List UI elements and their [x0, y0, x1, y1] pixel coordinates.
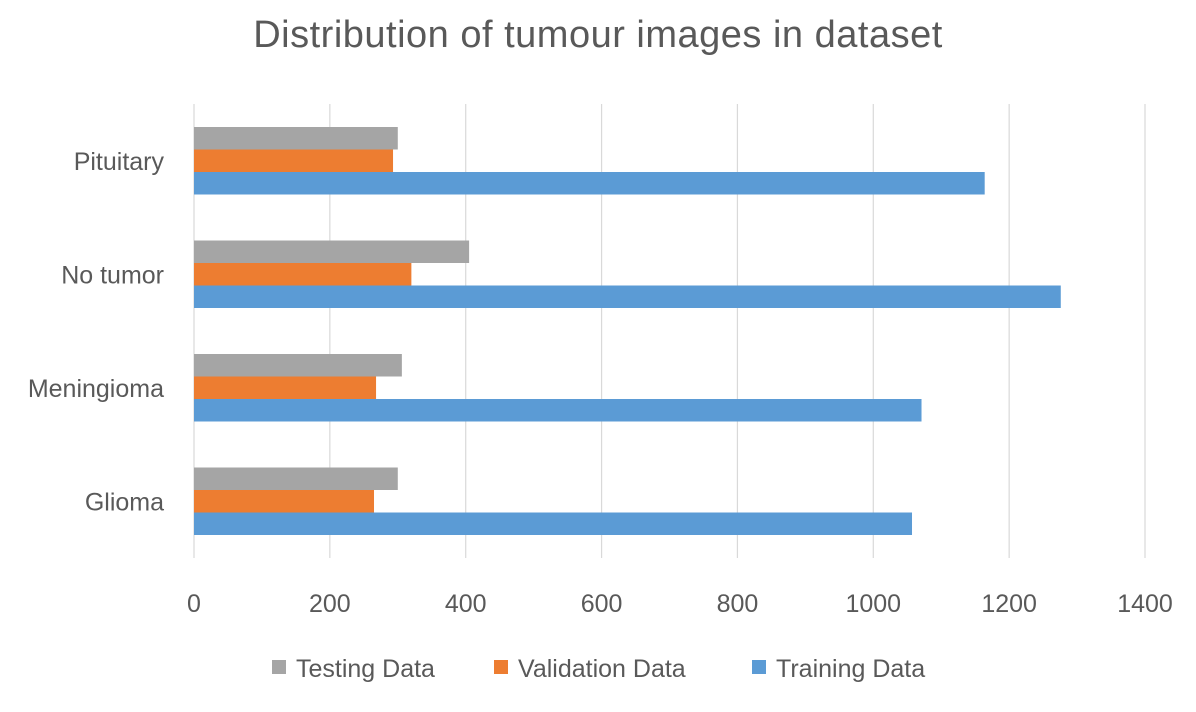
bar-validation-data [194, 149, 394, 172]
bar-training-data [194, 285, 1061, 308]
x-tick-label: 200 [309, 590, 351, 618]
y-category-label: No tumor [61, 261, 164, 289]
legend-label: Testing Data [296, 655, 435, 683]
y-category-label: Pituitary [74, 148, 165, 176]
x-tick-label: 1000 [845, 590, 901, 618]
x-tick-label: 800 [717, 590, 759, 618]
bar-training-data [194, 172, 985, 195]
y-category-label: Meningioma [28, 375, 164, 403]
bar-validation-data [194, 490, 375, 513]
legend-swatch [272, 660, 286, 674]
bar-testing-data [194, 127, 398, 150]
bar-training-data [194, 512, 913, 535]
legend-swatch [494, 660, 508, 674]
legend-label: Training Data [776, 655, 925, 683]
y-category-label: Glioma [85, 488, 164, 516]
x-tick-label: 1200 [981, 590, 1037, 618]
legend-label: Validation Data [518, 655, 686, 683]
x-tick-label: 600 [581, 590, 623, 618]
bar-validation-data [194, 263, 412, 286]
bar-testing-data [194, 467, 398, 490]
x-tick-label: 400 [445, 590, 487, 618]
x-tick-label: 1400 [1117, 590, 1173, 618]
bar-testing-data [194, 354, 402, 377]
x-tick-label: 0 [187, 590, 201, 618]
chart-title: Distribution of tumour images in dataset [253, 14, 943, 56]
bar-testing-data [194, 240, 470, 263]
legend-swatch [752, 660, 766, 674]
bar-training-data [194, 399, 922, 422]
bar-validation-data [194, 376, 377, 399]
